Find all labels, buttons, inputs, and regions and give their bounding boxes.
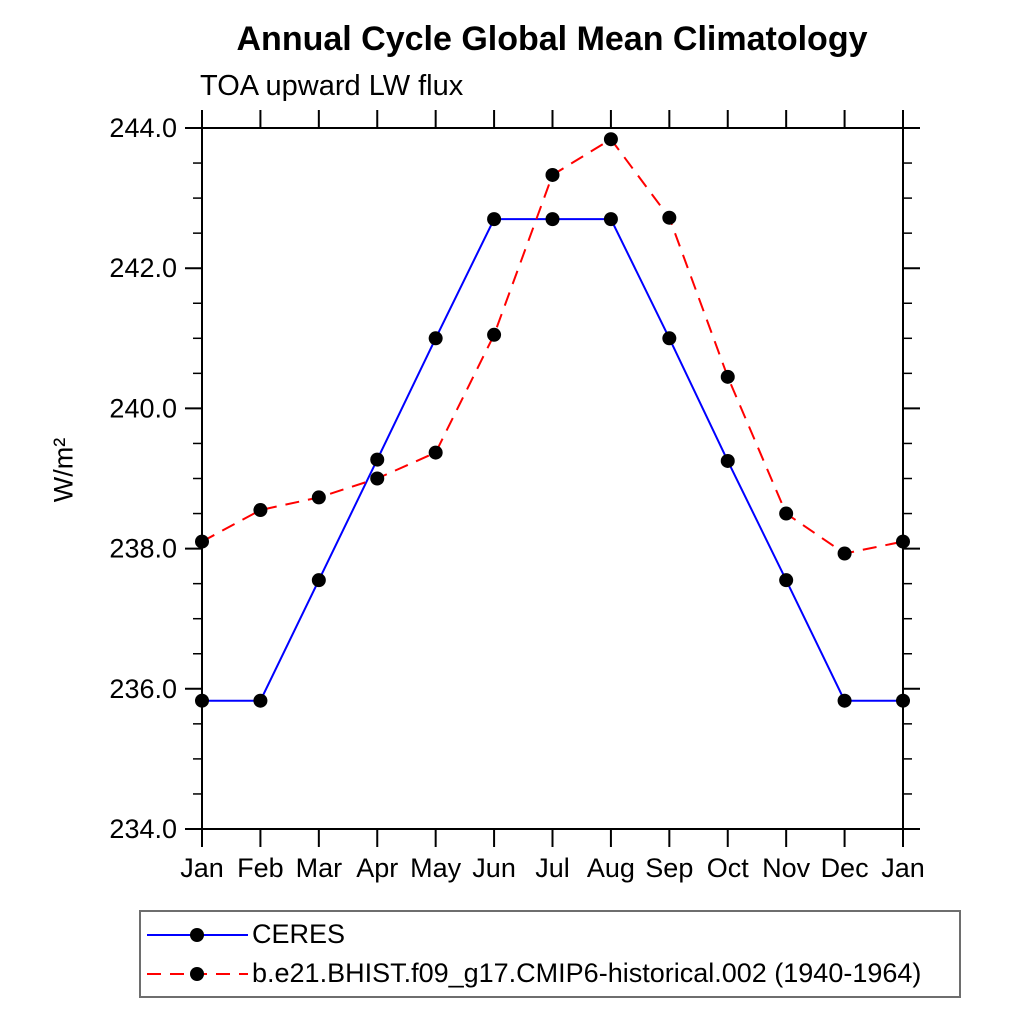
svg-text:Mar: Mar: [296, 853, 343, 883]
svg-text:Aug: Aug: [587, 853, 635, 883]
chart-title: Annual Cycle Global Mean Climatology: [236, 20, 868, 58]
svg-text:May: May: [410, 853, 462, 883]
svg-text:Feb: Feb: [237, 853, 284, 883]
svg-text:Sep: Sep: [645, 853, 693, 883]
legend-label-ceres: CERES: [252, 919, 346, 949]
svg-text:Dec: Dec: [821, 853, 869, 883]
svg-text:Jan: Jan: [180, 853, 224, 883]
svg-text:Oct: Oct: [707, 853, 750, 883]
svg-text:Jan: Jan: [881, 853, 925, 883]
svg-text:240.0: 240.0: [109, 393, 177, 423]
svg-text:244.0: 244.0: [109, 113, 177, 143]
svg-text:Jul: Jul: [535, 853, 570, 883]
svg-text:Apr: Apr: [356, 853, 398, 883]
svg-text:238.0: 238.0: [109, 534, 177, 564]
legend-line-ceres-icon: [147, 927, 248, 942]
svg-text:Jun: Jun: [472, 853, 516, 883]
legend: CERES b.e21.BHIST.f09_g17.CMIP6-historic…: [139, 910, 961, 998]
legend-label-model: b.e21.BHIST.f09_g17.CMIP6-historical.002…: [252, 958, 922, 988]
svg-text:Nov: Nov: [762, 853, 811, 883]
svg-text:234.0: 234.0: [109, 814, 177, 844]
legend-row-ceres: CERES: [144, 919, 959, 950]
svg-text:236.0: 236.0: [109, 674, 177, 704]
chart-subtitle: TOA upward LW flux: [200, 70, 464, 102]
legend-row-model: b.e21.BHIST.f09_g17.CMIP6-historical.002…: [144, 958, 959, 989]
legend-line-model-icon: [147, 966, 248, 981]
svg-text:242.0: 242.0: [109, 253, 177, 283]
